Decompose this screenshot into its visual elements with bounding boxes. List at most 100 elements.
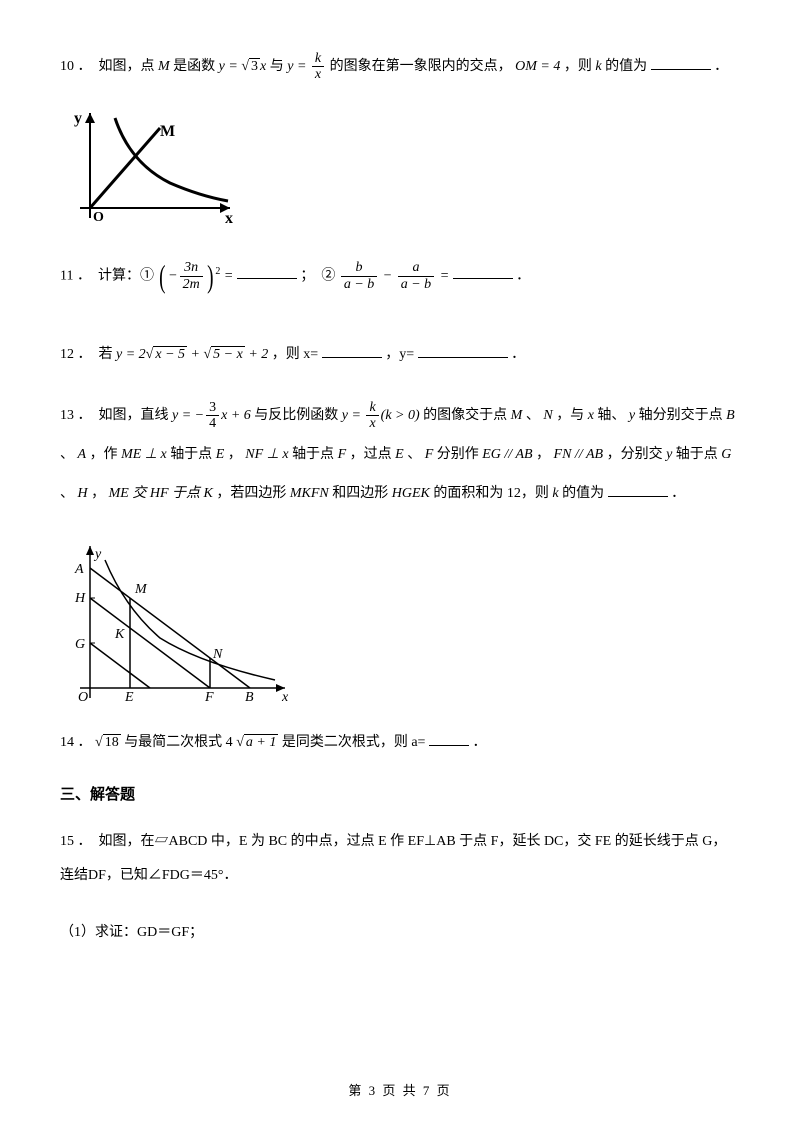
- q11-frac2b: aa − b: [398, 260, 434, 292]
- q14-t1: ．: [78, 735, 92, 750]
- q13-mkfn: MKFN: [290, 486, 329, 501]
- q13-B: B: [726, 408, 735, 423]
- q11-sign: −: [168, 268, 177, 283]
- q11-exp: 2: [215, 266, 220, 277]
- question-11: 11 ． 计算：① (−3n2m)2 = ； ② ba − b − aa − b…: [60, 238, 740, 315]
- q13-t5: ，与: [556, 408, 584, 423]
- q13-t18: 轴于点: [676, 447, 718, 462]
- q13-nf: NF ⊥ x: [245, 447, 288, 462]
- svg-text:K: K: [114, 627, 125, 642]
- q10-blank: [651, 56, 711, 70]
- q13-t20: ，: [91, 486, 105, 501]
- q13-k2: k: [552, 486, 558, 501]
- q13-t16: ，: [536, 447, 550, 462]
- q13-t3: 的图像交于点: [423, 408, 507, 423]
- q13-G: G: [721, 447, 731, 462]
- sqrt-icon: 5 − x: [203, 338, 244, 372]
- svg-text:N: N: [212, 647, 223, 662]
- q13-y: y: [629, 408, 635, 423]
- lparen-icon: (: [160, 238, 166, 315]
- svg-text:A: A: [74, 562, 84, 577]
- section-3-heading: 三、解答题: [60, 783, 740, 807]
- q10-OM: OM = 4: [515, 59, 560, 74]
- q13-t17: ，分别交: [607, 447, 663, 462]
- q13-hgek: HGEK: [392, 486, 430, 501]
- q12-plus2: + 2: [245, 347, 268, 362]
- q10-t3: 与: [270, 59, 288, 74]
- svg-text:H: H: [74, 591, 86, 606]
- question-15: 15 ． 如图，在▱ABCD 中，E 为 BC 的中点，过点 E 作 EF⊥AB…: [60, 825, 740, 892]
- q10-M: M: [158, 59, 170, 74]
- q13-blank: [608, 483, 668, 497]
- q12-t3: ，y=: [385, 347, 414, 362]
- q11-minus: −: [383, 268, 396, 283]
- q15-num: 15: [60, 834, 74, 849]
- question-10: 10 ． 如图，点 M 是函数 y = 3x 与 y = kx 的图象在第一象限…: [60, 50, 740, 84]
- q10-t1: ． 如图，点: [78, 59, 155, 74]
- svg-text:x: x: [281, 690, 289, 705]
- q11-blank1: [237, 265, 297, 279]
- q13-M: M: [511, 408, 523, 423]
- q13-t9: ，作: [90, 447, 118, 462]
- svg-text:O: O: [93, 210, 104, 225]
- q15-p1: （1）求证：GD＝GF；: [60, 925, 203, 940]
- q13-rcond: (k > 0): [381, 408, 420, 423]
- q12-t2: ，则 x=: [272, 347, 318, 362]
- q13-t14: 、: [407, 447, 421, 462]
- q11-num: 11: [60, 268, 73, 283]
- q13-rlhs: y =: [342, 408, 365, 423]
- svg-text:G: G: [75, 637, 85, 652]
- q13-rfrac: kx: [366, 400, 378, 432]
- question-14: 14 ． 18 与最简二次根式 4 a + 1 是同类二次根式，则 a= ．: [60, 726, 740, 760]
- q13-lfrac: 34: [206, 400, 219, 432]
- q10-graph: y x O M: [60, 108, 240, 228]
- q10-t7: ．: [714, 59, 728, 74]
- q13-t13: ，过点: [350, 447, 392, 462]
- q13-llhs: y = −: [172, 408, 204, 423]
- svg-text:M: M: [160, 123, 175, 140]
- q10-t4: 的图象在第一象限内的交点，: [330, 59, 512, 74]
- page-footer: 第 3 页 共 7 页: [0, 1081, 800, 1102]
- q13-t22: 和四边形: [332, 486, 388, 501]
- svg-text:B: B: [245, 690, 254, 705]
- q11-eq: =: [224, 268, 237, 283]
- q13-t10: 轴于点: [170, 447, 212, 462]
- q13-fn: FN // AB: [554, 447, 604, 462]
- q11-eq2: =: [440, 268, 453, 283]
- svg-text:x: x: [225, 210, 233, 227]
- q10-t2: 是函数: [173, 59, 215, 74]
- q13-A: A: [78, 447, 87, 462]
- q11-t2: ； ②: [300, 268, 335, 283]
- q13-N: N: [543, 408, 552, 423]
- sqrt-icon: x − 5: [146, 338, 187, 372]
- q12-blankx: [322, 344, 382, 358]
- q13-t7: 轴分别交于点: [639, 408, 723, 423]
- q13-F: F: [338, 447, 347, 462]
- q12-t4: ．: [511, 347, 525, 362]
- q13-H: H: [78, 486, 88, 501]
- svg-text:O: O: [78, 690, 88, 705]
- q13-t4: 、: [526, 408, 540, 423]
- sqrt-icon: 3: [241, 50, 260, 84]
- q11-t3: ．: [516, 268, 530, 283]
- q13-ltail: x + 6: [221, 408, 251, 423]
- q13-t1: ． 如图，直线: [78, 408, 169, 423]
- q13-graph: y x A H G O E F B M N K: [60, 538, 300, 718]
- question-13: 13 ． 如图，直线 y = −34x + 6 与反比例函数 y = kx(k …: [60, 396, 740, 514]
- q13-x: x: [588, 408, 594, 423]
- q10-k: k: [595, 59, 601, 74]
- q10-t6: 的值为: [605, 59, 647, 74]
- q14-t4: ．: [472, 735, 486, 750]
- q13-t6: 轴、: [597, 408, 625, 423]
- q14-blank: [429, 732, 469, 746]
- svg-text:E: E: [124, 690, 134, 705]
- q12-blanky: [418, 344, 508, 358]
- q13-t25: ．: [671, 486, 685, 501]
- q13-E: E: [216, 447, 225, 462]
- q12-plus1: +: [187, 347, 203, 362]
- q15-t1: ． 如图，在▱ABCD 中，E 为 BC 的中点，过点 E 作 EF⊥AB 于点…: [60, 834, 726, 883]
- q11-frac1: 3n2m: [180, 260, 203, 292]
- q13-num: 13: [60, 408, 74, 423]
- svg-text:y: y: [74, 110, 82, 127]
- svg-text:y: y: [93, 547, 102, 562]
